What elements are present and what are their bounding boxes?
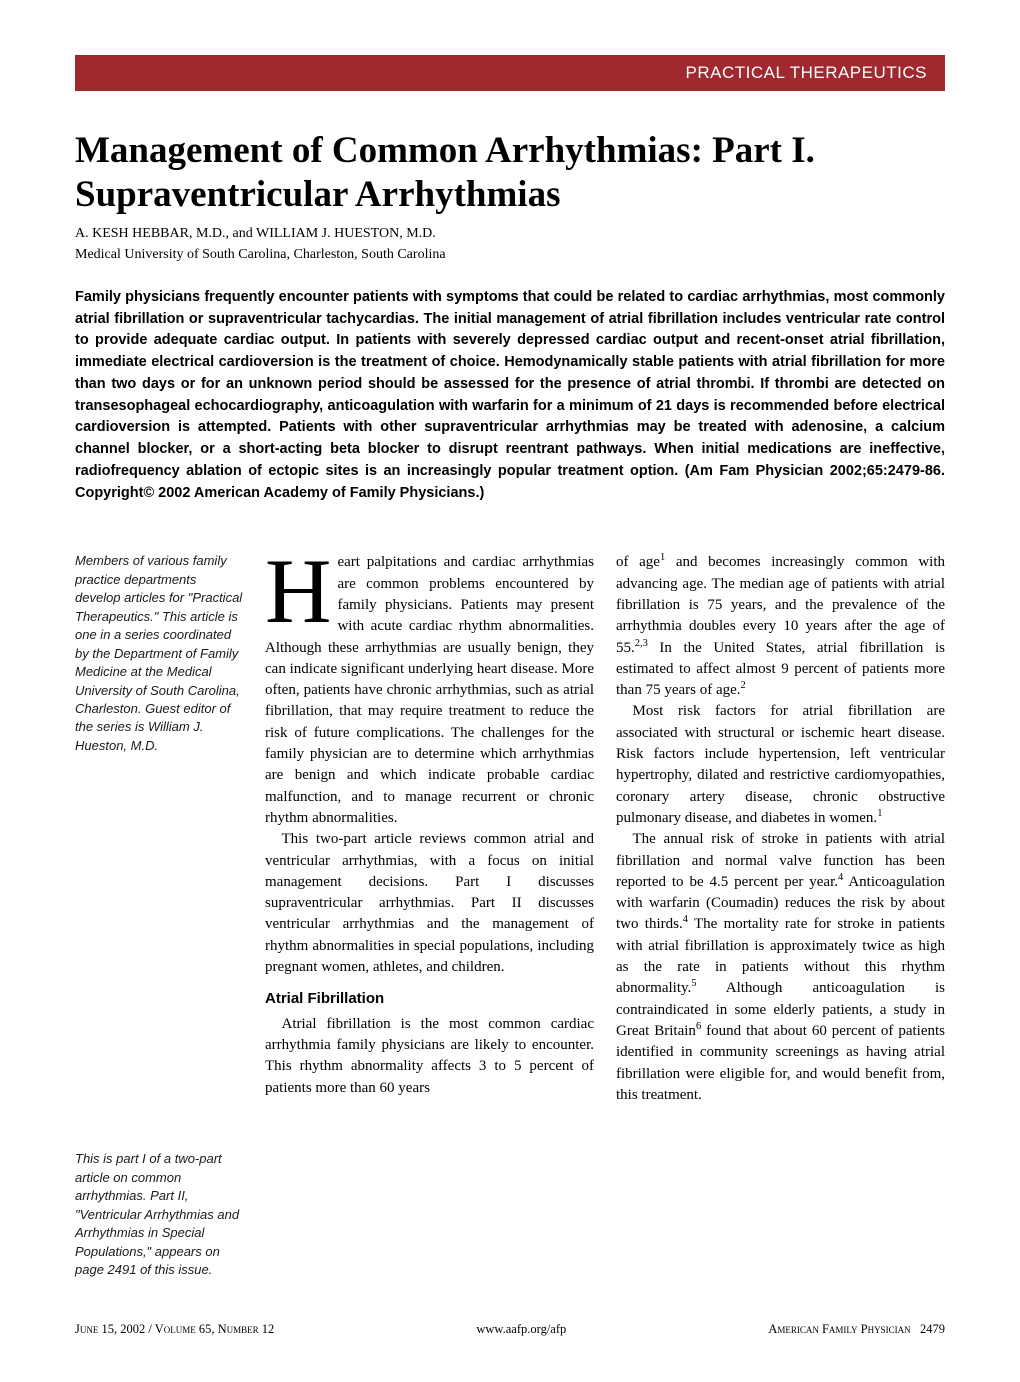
author-names: A. KESH HEBBAR, M.D., and WILLIAM J. HUE…: [75, 224, 945, 244]
content-columns: Members of various family practice depar…: [75, 552, 945, 1279]
side-note-series: Members of various family practice depar…: [75, 552, 243, 755]
body-para-5: Most risk factors for atrial fibrillatio…: [616, 701, 945, 829]
article-title: Management of Common Arrhythmias: Part I…: [75, 129, 945, 216]
body-para-3: Atrial fibrillation is the most common c…: [265, 1014, 594, 1099]
ref: 2,3: [635, 638, 648, 649]
body-para-4: of age1 and becomes increasingly common …: [616, 552, 945, 701]
dropcap: H: [265, 552, 337, 625]
page-footer: June 15, 2002 / Volume 65, Number 12 www…: [75, 1322, 945, 1337]
body-para-2: This two-part article reviews common atr…: [265, 829, 594, 978]
body-columns: Heart palpitations and cardiac arrhythmi…: [265, 552, 945, 1279]
footer-date-volume: June 15, 2002 / Volume 65, Number 12: [75, 1322, 274, 1337]
footer-url: www.aafp.org/afp: [476, 1322, 566, 1337]
side-column: Members of various family practice depar…: [75, 552, 243, 1279]
section-header: PRACTICAL THERAPEUTICS: [75, 55, 945, 91]
ref: 2: [741, 680, 746, 691]
abstract: Family physicians frequently encounter p…: [75, 287, 945, 505]
footer-journal-page: American Family Physician 2479: [768, 1322, 945, 1337]
body-para-6: The annual risk of stroke in patients wi…: [616, 829, 945, 1106]
body-para-1: Heart palpitations and cardiac arrhythmi…: [265, 552, 594, 829]
ref: 1: [877, 808, 882, 819]
section-heading: Atrial Fibrillation: [265, 988, 594, 1009]
section-header-text: PRACTICAL THERAPEUTICS: [686, 63, 928, 82]
author-affiliation: Medical University of South Carolina, Ch…: [75, 245, 945, 265]
author-block: A. KESH HEBBAR, M.D., and WILLIAM J. HUE…: [75, 224, 945, 265]
side-note-partinfo: This is part I of a two-part article on …: [75, 1150, 243, 1279]
